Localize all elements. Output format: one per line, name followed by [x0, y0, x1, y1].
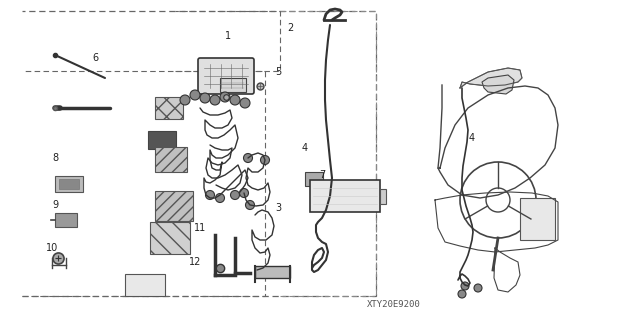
Circle shape: [230, 95, 240, 105]
Bar: [155, 97, 183, 119]
Circle shape: [210, 95, 220, 105]
Bar: [148, 131, 176, 149]
Circle shape: [240, 98, 250, 108]
Bar: [305, 172, 323, 186]
Bar: [310, 180, 380, 212]
Text: 6: 6: [92, 53, 98, 63]
Text: 12: 12: [189, 257, 201, 267]
Text: 9: 9: [52, 200, 58, 210]
Text: 2: 2: [287, 23, 293, 33]
Bar: [55, 213, 77, 227]
Circle shape: [260, 155, 269, 165]
Text: 4: 4: [302, 143, 308, 153]
Bar: [150, 222, 190, 254]
Circle shape: [474, 284, 482, 292]
FancyBboxPatch shape: [198, 58, 254, 94]
Polygon shape: [460, 68, 522, 88]
Bar: [220, 78, 246, 92]
Bar: [255, 266, 290, 278]
Circle shape: [230, 190, 239, 199]
Bar: [380, 189, 386, 204]
Circle shape: [243, 153, 253, 162]
Text: 8: 8: [52, 153, 58, 163]
Circle shape: [461, 282, 469, 290]
Circle shape: [200, 93, 210, 103]
Circle shape: [239, 189, 248, 197]
Polygon shape: [482, 75, 514, 94]
Bar: [55, 176, 83, 192]
Circle shape: [220, 92, 230, 102]
Circle shape: [216, 194, 225, 203]
Circle shape: [246, 201, 255, 210]
Circle shape: [180, 95, 190, 105]
Bar: [520, 198, 555, 240]
Text: 10: 10: [46, 243, 58, 253]
Circle shape: [190, 90, 200, 100]
Circle shape: [458, 290, 466, 298]
Text: 3: 3: [275, 203, 281, 213]
Text: 7: 7: [319, 170, 325, 180]
Text: 4: 4: [469, 133, 475, 143]
FancyBboxPatch shape: [125, 274, 165, 296]
Bar: [59, 179, 79, 189]
Bar: [155, 191, 193, 221]
Text: 11: 11: [194, 223, 206, 233]
Text: 1: 1: [225, 31, 231, 41]
Circle shape: [205, 190, 214, 199]
Text: XTY20E9200: XTY20E9200: [367, 300, 420, 309]
Bar: [155, 147, 187, 172]
Text: 5: 5: [275, 67, 281, 77]
